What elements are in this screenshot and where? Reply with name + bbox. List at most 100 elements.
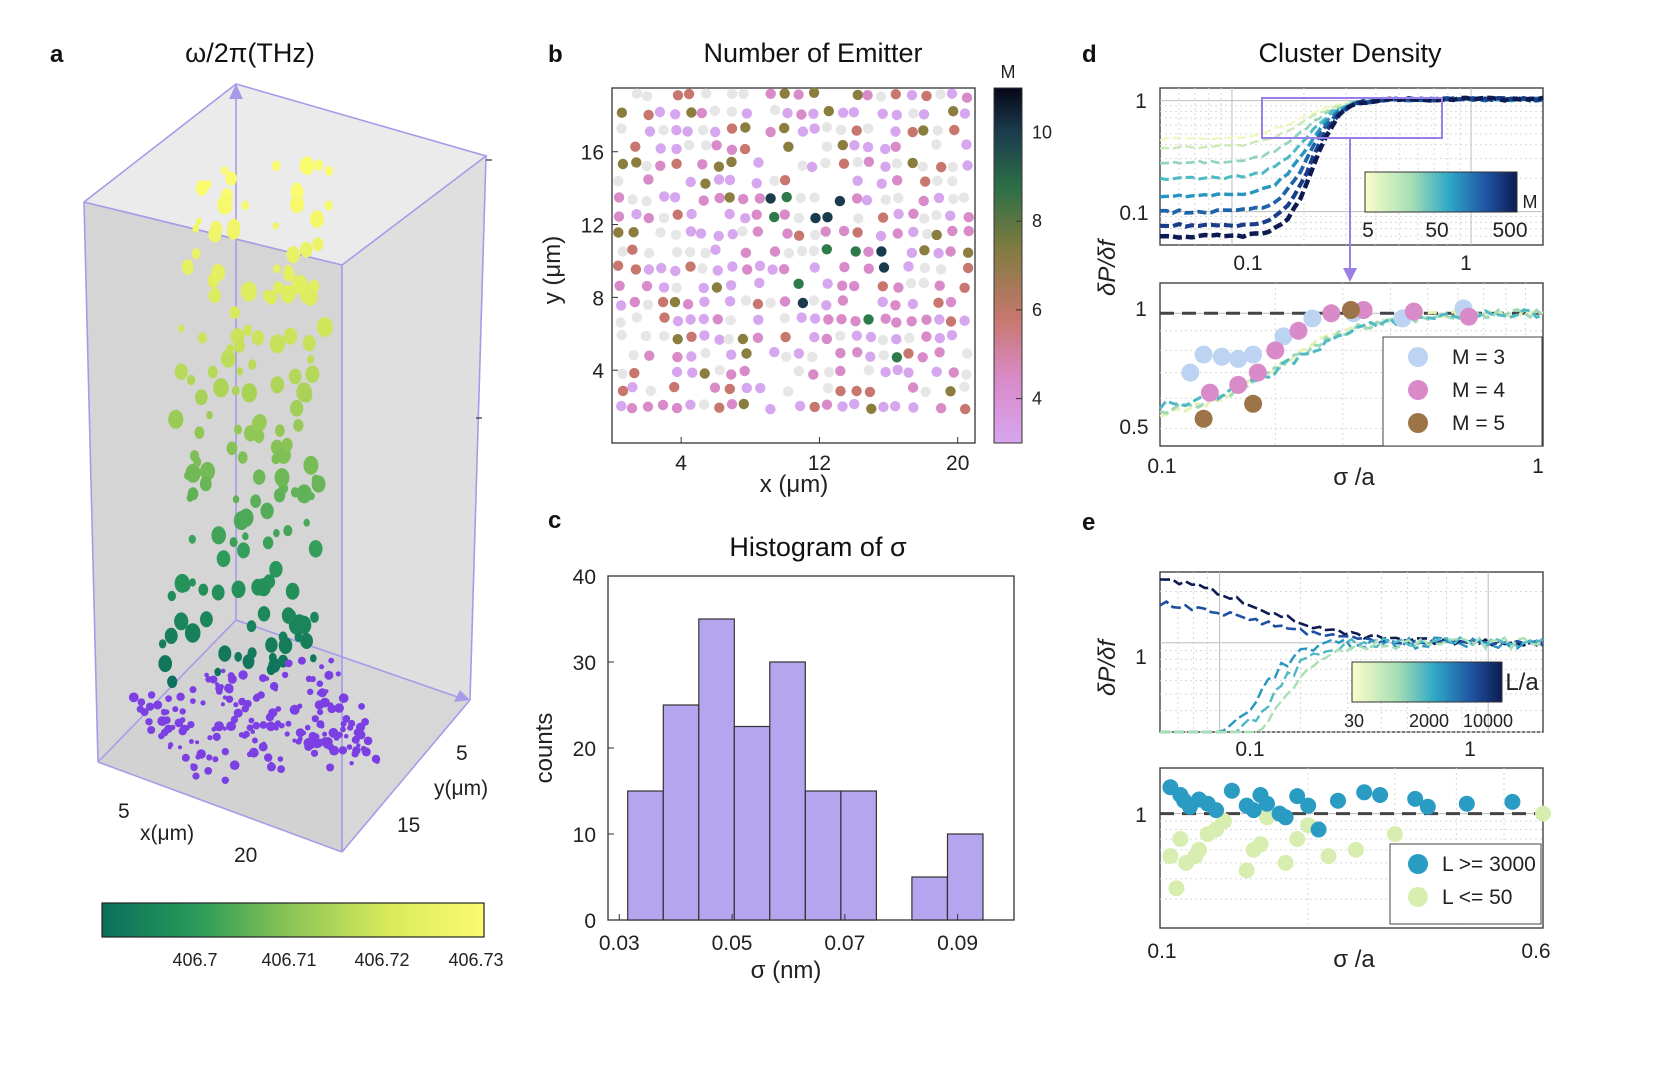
floor-point xyxy=(338,693,349,703)
frequency-point xyxy=(293,419,304,432)
emitter-point xyxy=(793,365,804,377)
b-plot-frame xyxy=(611,87,976,444)
emitter-point xyxy=(700,178,711,189)
a-colorbar xyxy=(101,902,485,938)
frequency-point xyxy=(292,182,302,194)
emitter-point xyxy=(682,299,694,310)
emitter-point xyxy=(752,298,764,310)
emitter-point xyxy=(959,282,970,293)
floor-point xyxy=(301,730,307,736)
emitter-point xyxy=(920,386,931,397)
frequency-point xyxy=(193,456,202,468)
data-point xyxy=(1322,304,1341,323)
emitter-point xyxy=(671,143,682,155)
panel-label-a: a xyxy=(50,41,64,68)
emitter-point xyxy=(823,105,834,117)
emitter-point xyxy=(670,109,681,120)
frequency-point xyxy=(253,429,265,444)
frequency-point xyxy=(269,561,283,578)
e-colorbar xyxy=(1351,661,1503,703)
emitter-point xyxy=(935,264,947,275)
emitter-point xyxy=(821,122,833,133)
emitter-point xyxy=(754,260,766,272)
floor-point xyxy=(221,776,229,784)
emitter-point xyxy=(959,381,970,392)
emitter-point xyxy=(726,144,738,155)
emitter-point xyxy=(738,88,749,100)
b-y-tick: 12 xyxy=(581,215,604,238)
emitter-point xyxy=(903,348,914,359)
floor-point xyxy=(269,761,274,766)
data-point xyxy=(1229,349,1248,368)
emitter-point xyxy=(643,174,654,185)
emitter-point xyxy=(920,176,931,187)
data-point xyxy=(1535,805,1551,822)
emitter-point xyxy=(839,261,850,273)
emitter-point xyxy=(809,192,820,203)
emitter-point xyxy=(918,277,929,289)
data-point xyxy=(1244,394,1263,413)
a-y-tick-5: 5 xyxy=(456,742,468,765)
floor-point xyxy=(179,708,186,715)
frequency-point xyxy=(211,264,226,282)
emitter-point xyxy=(835,124,847,136)
emitter-point xyxy=(671,402,683,414)
emitter-point xyxy=(617,368,628,379)
emitter-point xyxy=(710,244,721,255)
emitter-point xyxy=(862,90,873,101)
emitter-point xyxy=(714,402,725,413)
emitter-point xyxy=(671,247,683,258)
data-point xyxy=(1372,787,1389,803)
floor-point xyxy=(254,693,261,700)
emitter-point xyxy=(945,296,957,308)
panel-c: c Histogram of σ 0.03 0.05 0.07 0.09 0 10 20 30… xyxy=(531,507,1015,984)
emitter-point xyxy=(935,89,946,100)
floor-point xyxy=(225,695,234,703)
emitter-point xyxy=(880,161,891,172)
floor-point xyxy=(307,688,314,695)
data-point xyxy=(1223,782,1240,799)
emitter-point xyxy=(838,158,850,169)
e-x-label: σ /a xyxy=(1333,946,1375,973)
data-point xyxy=(1289,788,1306,805)
floor-point xyxy=(222,695,227,700)
emitter-point xyxy=(810,229,821,241)
emitter-point xyxy=(617,246,628,257)
frequency-point xyxy=(299,156,315,175)
frequency-point xyxy=(303,518,310,527)
emitter-point xyxy=(861,195,873,206)
emitter-point xyxy=(726,369,737,380)
legend-label: M = 3 xyxy=(1452,346,1505,369)
floor-point xyxy=(311,715,319,723)
z-axis-arrow xyxy=(229,84,243,99)
emitter-point xyxy=(865,351,876,362)
emitter-point xyxy=(932,125,943,136)
floor-point xyxy=(212,732,221,742)
floor-point xyxy=(145,718,153,726)
histogram-bar xyxy=(698,618,735,921)
frequency-point xyxy=(271,453,281,465)
c-x-tick: 0.03 xyxy=(599,932,640,955)
emitter-point xyxy=(880,194,891,205)
b-y-tick: 8 xyxy=(592,287,604,310)
frequency-point xyxy=(253,469,266,485)
emitter-point xyxy=(700,140,712,151)
frequency-point xyxy=(310,210,324,228)
frequency-point xyxy=(229,306,240,319)
frequency-point xyxy=(278,637,293,654)
emitter-point xyxy=(945,386,956,397)
emitter-point xyxy=(631,88,643,99)
c-x-tick: 0.09 xyxy=(937,932,978,955)
emitter-point xyxy=(890,126,901,137)
floor-point xyxy=(233,702,239,708)
d-cbar-tick: 50 xyxy=(1425,219,1448,242)
floor-point xyxy=(273,686,278,692)
emitter-point xyxy=(751,178,762,189)
b-x-tick: 12 xyxy=(808,452,831,475)
emitter-point xyxy=(878,262,890,273)
emitter-point xyxy=(880,313,891,324)
floor-point xyxy=(190,763,198,772)
floor-point xyxy=(157,716,168,726)
frequency-point xyxy=(273,488,286,503)
e-cbar-tick: 10000 xyxy=(1463,711,1513,731)
